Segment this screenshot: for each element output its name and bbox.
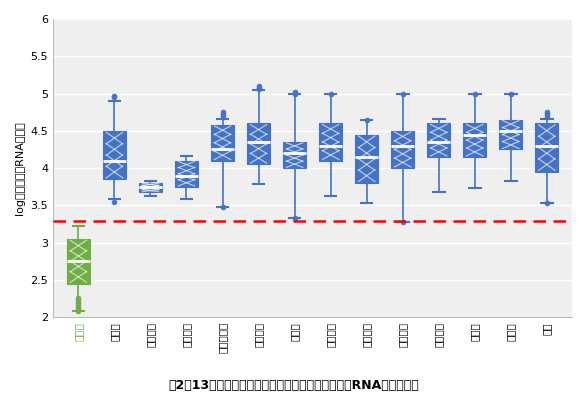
PathPatch shape bbox=[211, 125, 234, 161]
PathPatch shape bbox=[319, 124, 342, 161]
PathPatch shape bbox=[139, 183, 162, 192]
PathPatch shape bbox=[247, 124, 270, 164]
PathPatch shape bbox=[427, 124, 450, 157]
PathPatch shape bbox=[391, 131, 414, 168]
PathPatch shape bbox=[283, 142, 306, 168]
PathPatch shape bbox=[355, 135, 379, 183]
PathPatch shape bbox=[175, 161, 198, 187]
PathPatch shape bbox=[463, 124, 487, 157]
PathPatch shape bbox=[499, 120, 522, 149]
PathPatch shape bbox=[103, 131, 126, 179]
PathPatch shape bbox=[535, 124, 558, 172]
PathPatch shape bbox=[67, 239, 90, 284]
Y-axis label: log（マイクロRNA濃度）: log（マイクロRNA濃度） bbox=[15, 121, 25, 215]
Text: 図2：13種類のがん患者と健常者の血液中マイクロRNAの測定結果: 図2：13種類のがん患者と健常者の血液中マイクロRNAの測定結果 bbox=[168, 379, 419, 392]
